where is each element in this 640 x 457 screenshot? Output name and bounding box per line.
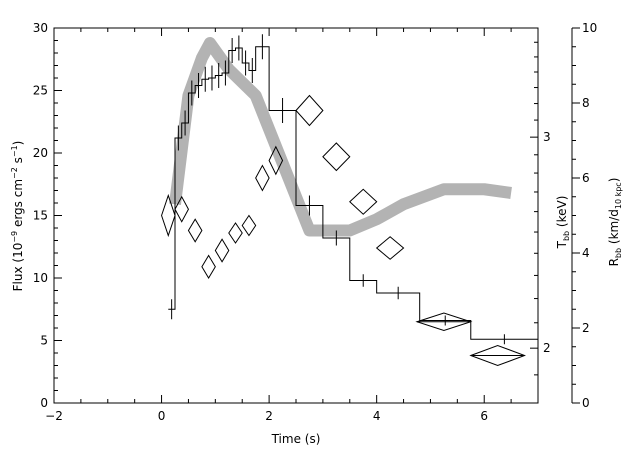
radius-tick-label: 2: [582, 321, 590, 335]
flux-tick-label: 20: [33, 146, 48, 160]
temperature-diamond: [295, 94, 324, 127]
flux-tick-label: 10: [33, 271, 48, 285]
temperature-diamond: [375, 236, 405, 260]
radius-tick-label: 6: [582, 171, 590, 185]
x-axis-label: Time (s): [271, 432, 321, 446]
temperature-diamond: [268, 145, 284, 176]
temperature-diamond: [174, 195, 190, 223]
radius-band-layer: [169, 37, 512, 237]
x-tick-label: 6: [480, 409, 488, 423]
x-tick-label: 2: [265, 409, 273, 423]
flux-axis-label: Flux (10−9 ergs cm−2 s−1): [10, 141, 25, 292]
temperature-diamonds-layer: [161, 94, 526, 367]
temperature-diamond: [228, 222, 243, 244]
radius-axis-label: Rbb (km/d10 kpc): [607, 178, 623, 267]
x-tick-label: −2: [45, 409, 63, 423]
flux-tick-label: 25: [33, 84, 48, 98]
temperature-tick-label: 2: [543, 341, 551, 355]
radius-tick-label: 8: [582, 96, 590, 110]
radius-tick-label: 10: [582, 21, 597, 35]
temperature-diamond: [214, 238, 230, 263]
temperature-diamond: [187, 218, 203, 243]
x-tick-label: 0: [158, 409, 166, 423]
x-tick-label: 4: [373, 409, 381, 423]
radius-band: [169, 37, 512, 237]
flux-tick-label: 15: [33, 209, 48, 223]
flux-tick-label: 0: [40, 396, 48, 410]
plot-frame: [53, 27, 539, 404]
temperature-diamond: [201, 254, 216, 279]
radius-tick-label: 0: [582, 396, 590, 410]
temperature-axis-label: Tbb (keV): [555, 196, 571, 250]
temperature-diamond: [322, 142, 351, 172]
temperature-diamond: [161, 193, 176, 238]
temperature-diamond: [241, 214, 257, 237]
flux-histogram-layer: [168, 34, 538, 345]
temperature-diamond: [255, 164, 270, 192]
temperature-diamond: [349, 188, 378, 215]
flux-tick-label: 5: [40, 334, 48, 348]
radius-tick-label: 4: [582, 246, 590, 260]
flux-tick-label: 30: [33, 21, 48, 35]
temperature-tick-label: 3: [543, 130, 551, 144]
